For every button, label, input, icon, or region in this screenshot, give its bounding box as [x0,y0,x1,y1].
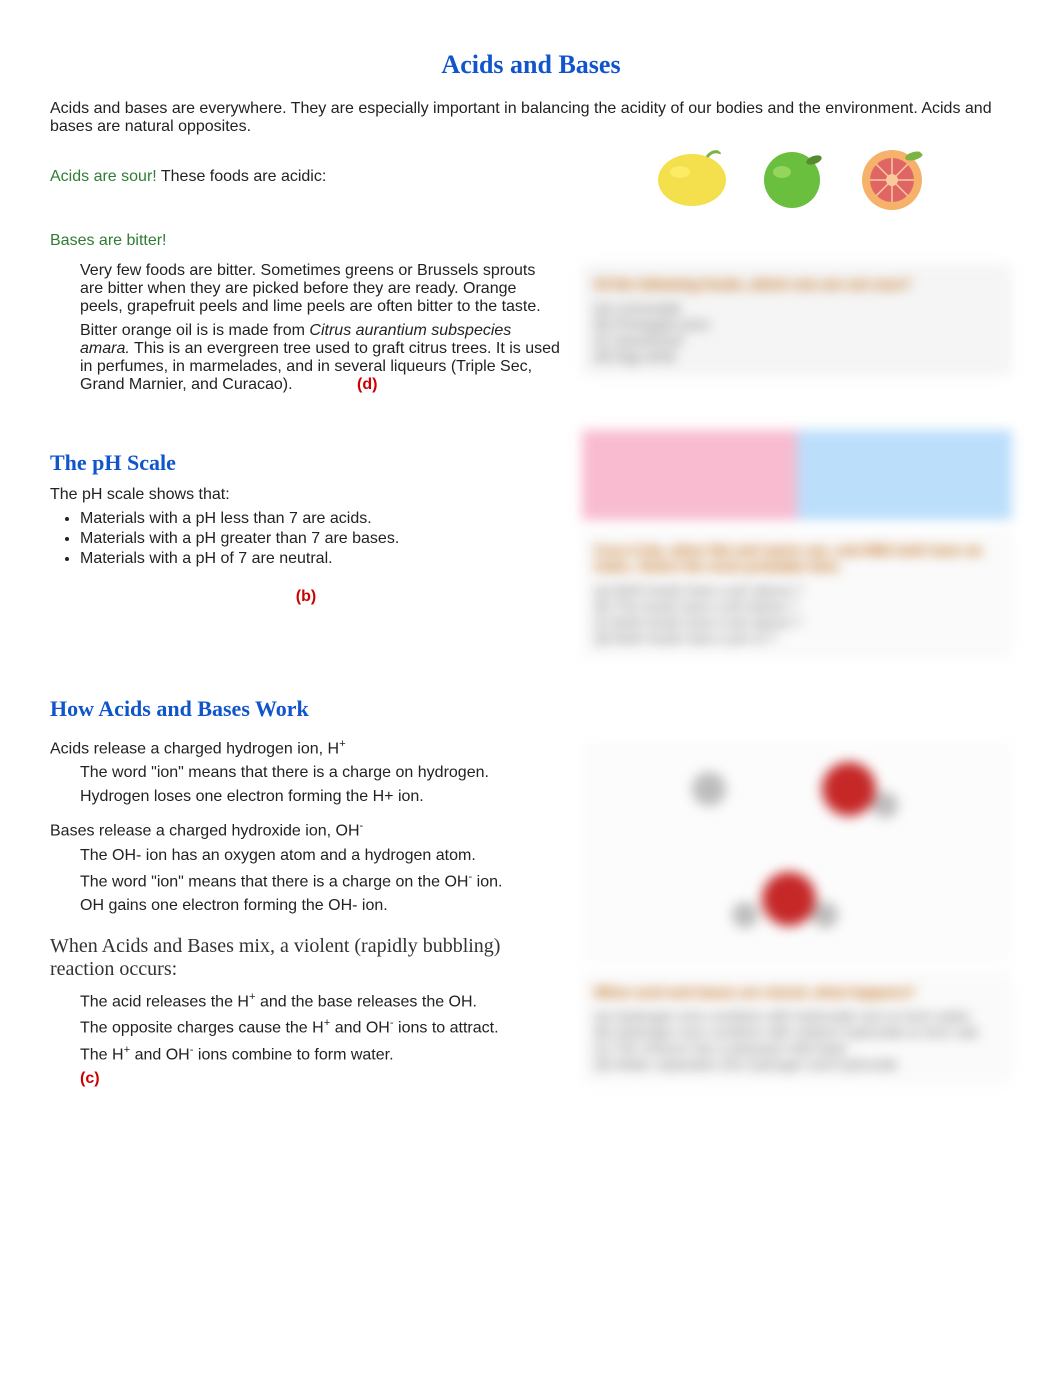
quiz-3-option: (d) Water separates into hydrogen and hy… [594,1056,1000,1072]
mix-line-2: The opposite charges cause the H+ and OH… [80,1017,562,1037]
acid-sub-2: Hydrogen loses one electron forming the … [80,788,562,806]
quiz-1-option: (c) Sauerkraut [594,332,1000,348]
lemon-icon [652,142,732,212]
quiz-2-option: (a) Both foods have a pH above 7 [594,582,1000,598]
quiz-1-box: Of the following foods, which one are no… [582,264,1012,376]
bases-bitter-label: Bases are bitter! [50,232,1012,250]
how-title: How Acids and Bases Work [50,696,1012,722]
acids-sour-text: These foods are acidic: [157,168,327,185]
ph-scale-title: The pH Scale [50,450,562,476]
quiz-3-box: When acid and bases are mixed, what happ… [582,972,1012,1084]
page-title: Acids and Bases [50,50,1012,80]
acids-sour-line: Acids are sour! These foods are acidic: [50,168,632,186]
bitter-paragraph-2: Bitter orange oil is is made from Citrus… [80,322,562,394]
acid-sub-1: The word "ion" means that there is a cha… [80,764,562,782]
quiz-1-prompt: Of the following foods, which one are no… [594,276,1000,292]
mix-line-3: The H+ and OH- ions combine to form wate… [80,1044,562,1064]
base-sub-3: OH gains one electron forming the OH- io… [80,897,562,915]
quiz-1-option: (a) Lemonade [594,300,1000,316]
acids-sour-label: Acids are sour! [50,168,157,185]
mix-line-1: The acid releases the H+ and the base re… [80,991,562,1011]
quiz-2-option: (b) The foods have a pH below 7 [594,598,1000,614]
ph-scale-diagram [582,430,1012,520]
ph-intro: The pH scale shows that: [50,486,562,504]
ion-diagram [582,742,1012,962]
ph-list: Materials with a pH less than 7 are acid… [80,510,562,568]
quiz-3-option: (b) Hydrogen ions combine with sodium hy… [594,1024,1000,1040]
answer-d: (d) [357,376,377,393]
base-sub-2: The word "ion" means that there is a cha… [80,871,562,891]
intro-paragraph: Acids and bases are everywhere. They are… [50,100,1012,136]
quiz-3-option: (a) Hydrogen ions combine with hydroxide… [594,1008,1000,1024]
base-sub-1: The OH- ion has an oxygen atom and a hyd… [80,847,562,865]
answer-c: (c) [80,1070,100,1087]
quiz-2-prompt: Coca Cola, when flat and warm can, and M… [594,542,1000,574]
ph-item: Materials with a pH less than 7 are acid… [80,510,562,528]
mix-title: When Acids and Bases mix, a violent (rap… [50,935,562,981]
acid-release-line: Acids release a charged hydrogen ion, H+ [50,738,562,758]
quiz-3-option: (c) The mixture has a pleasant mild tast… [594,1040,1000,1056]
quiz-2-box: Coca Cola, when flat and warm can, and M… [582,530,1012,658]
quiz-1-option: (b) Pineapple juice [594,316,1000,332]
ph-item: Materials with a pH of 7 are neutral. [80,550,562,568]
quiz-1-option: (d) Egg white [594,348,1000,364]
bitter-paragraph-1: Very few foods are bitter. Sometimes gre… [80,262,562,316]
quiz-2-option: (c) Both foods have a pH above 7 [594,614,1000,630]
lime-icon [752,142,832,212]
ph-item: Materials with a pH greater than 7 are b… [80,530,562,548]
quiz-2-option: (d) Both foods have a pH of 7 [594,630,1000,646]
answer-b: (b) [296,588,316,605]
base-release-line: Bases release a charged hydroxide ion, O… [50,820,562,840]
grapefruit-icon [852,142,932,212]
quiz-3-prompt: When acid and bases are mixed, what happ… [594,984,1000,1000]
